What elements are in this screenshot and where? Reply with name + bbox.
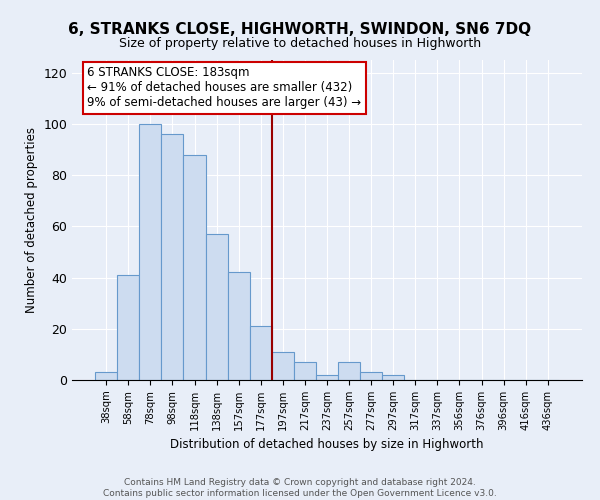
Bar [316,375,338,380]
Bar [161,134,184,380]
Bar [250,326,272,380]
Bar [272,352,294,380]
Bar [360,372,382,380]
Bar [227,272,250,380]
Bar [95,372,117,380]
Text: Size of property relative to detached houses in Highworth: Size of property relative to detached ho… [119,38,481,51]
Bar [117,275,139,380]
Bar [206,234,227,380]
Bar [139,124,161,380]
X-axis label: Distribution of detached houses by size in Highworth: Distribution of detached houses by size … [170,438,484,452]
Text: Contains HM Land Registry data © Crown copyright and database right 2024.
Contai: Contains HM Land Registry data © Crown c… [103,478,497,498]
Bar [338,362,360,380]
Bar [382,375,404,380]
Text: 6, STRANKS CLOSE, HIGHWORTH, SWINDON, SN6 7DQ: 6, STRANKS CLOSE, HIGHWORTH, SWINDON, SN… [68,22,532,38]
Bar [184,154,206,380]
Text: 6 STRANKS CLOSE: 183sqm
← 91% of detached houses are smaller (432)
9% of semi-de: 6 STRANKS CLOSE: 183sqm ← 91% of detache… [88,66,361,110]
Y-axis label: Number of detached properties: Number of detached properties [25,127,38,313]
Bar [294,362,316,380]
